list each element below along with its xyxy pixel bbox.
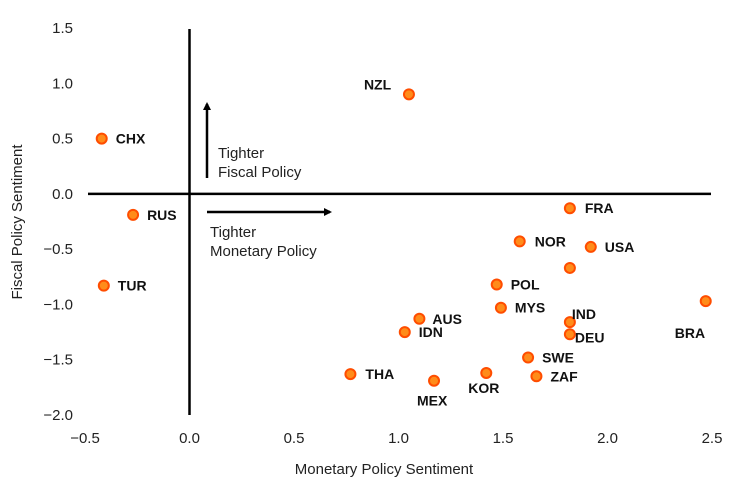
x-tick-label: 1.0 [388,430,409,447]
y-tick-label: 1.5 [52,20,73,37]
point-label-kor: KOR [468,380,499,396]
point-label-zaf: ZAF [550,368,578,384]
point-label-usa: USA [605,239,635,255]
y-axis-title: Fiscal Policy Sentiment [9,144,26,300]
point-label-idn: IDN [419,324,443,340]
x-tick-label: 2.0 [597,430,618,447]
monetary-annotation-line2: Monetary Policy [210,243,317,260]
point-label-chx: CHX [116,131,146,147]
point-label-bra: BRA [675,325,705,341]
data-point-deu [563,328,576,341]
point-label-nzl: NZL [364,76,392,92]
data-point-nor [513,235,526,248]
point-label-rus: RUS [147,207,177,223]
y-tick-label: −0.5 [43,241,73,258]
y-tick-label: 0.5 [52,131,73,148]
point-label-deu: DEU [575,329,605,345]
point-label-nor: NOR [535,233,566,249]
fiscal-annotation-line1: Tighter [218,145,264,162]
data-point-pol [490,278,503,291]
data-points [95,88,712,387]
monetary-annotation-line1: Tighter [210,224,256,241]
data-point [563,261,576,274]
data-point-chx [95,132,108,145]
data-point-mex [428,374,441,387]
data-point-zaf [530,370,543,383]
data-point-kor [480,366,493,379]
point-label-aus: AUS [432,311,462,327]
y-tick-label: −1.5 [43,352,73,369]
y-tick-label: 1.0 [52,75,73,92]
x-tick-label: 1.5 [493,430,514,447]
point-labels: NZL CHX RUS TUR FRA NOR USA POL MYS IND DEU BRA AUSI… [116,76,705,408]
x-tick-label: 2.5 [702,430,723,447]
x-tick-label: 0.5 [284,430,305,447]
data-point-bra [699,295,712,308]
data-point-fra [563,202,576,215]
point-label-fra: FRA [585,200,614,216]
point-label-mys: MYS [515,300,545,316]
data-point-idn [398,326,411,339]
point-label-ind: IND [572,306,596,322]
y-tick-label: 0.0 [52,186,73,203]
point-label-swe: SWE [542,350,574,366]
data-point-nzl [402,88,415,101]
point-label-mex: MEX [417,393,448,409]
data-point-ind [563,316,576,329]
y-tick-labels: 1.5 1.0 0.5 0.0 −0.5 −1.0 −1.5 −2.0 [43,20,73,424]
x-tick-labels: −0.5 0.0 0.5 1.0 1.5 2.0 2.5 [70,430,722,447]
point-label-tha: THA [365,366,394,382]
data-point-rus [127,208,140,221]
data-point-swe [522,351,535,364]
data-point-aus [413,312,426,325]
point-label-tur: TUR [118,278,147,294]
fiscal-annotation-line2: Fiscal Policy [218,164,302,181]
x-tick-label: −0.5 [70,430,100,447]
x-axis-title: Monetary Policy Sentiment [295,461,474,478]
data-point-tha [344,368,357,381]
data-point-mys [494,301,507,314]
data-point-usa [584,240,597,253]
y-tick-label: −2.0 [43,407,73,424]
x-tick-label: 0.0 [179,430,200,447]
y-tick-label: −1.0 [43,296,73,313]
point-label-pol: POL [511,277,540,293]
data-point-tur [97,279,110,292]
